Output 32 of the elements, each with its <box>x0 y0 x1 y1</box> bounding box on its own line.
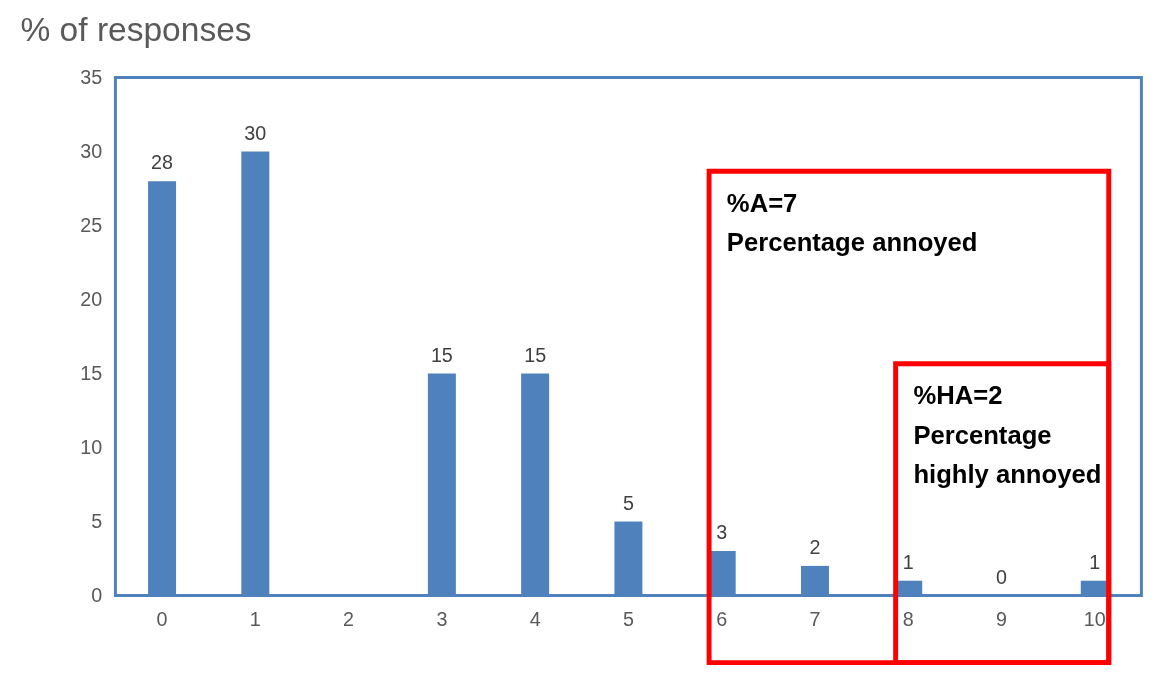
x-tick-label: 9 <box>996 607 1008 630</box>
x-tick-label: 2 <box>343 607 355 630</box>
data-label: 1 <box>1089 550 1101 573</box>
data-label: 15 <box>430 343 453 366</box>
x-tick-label: 5 <box>622 607 634 630</box>
data-label: 30 <box>244 121 267 144</box>
x-tick-label: 10 <box>1083 607 1106 630</box>
x-tick-label: 0 <box>156 607 168 630</box>
data-label: 5 <box>622 491 634 514</box>
y-tick-label: 15 <box>80 361 103 384</box>
x-tick-label: 8 <box>902 607 914 630</box>
annotation: %HA=2 Percentage highly annoyed <box>913 381 1102 489</box>
y-tick-label: 35 <box>80 66 103 88</box>
x-tick-label: 6 <box>716 607 728 630</box>
data-label: 1 <box>902 550 914 573</box>
data-label: 2 <box>809 536 821 559</box>
y-tick-label: 5 <box>91 509 103 532</box>
data-label: 0 <box>996 565 1008 588</box>
data-label: 3 <box>716 521 728 544</box>
y-tick-label: 20 <box>80 287 103 310</box>
chart-title: % of responses <box>20 11 252 49</box>
y-tick-label: 0 <box>91 583 103 606</box>
x-tick-label: 4 <box>529 607 541 630</box>
x-tick-label: 1 <box>249 607 261 630</box>
data-label: 15 <box>524 343 547 366</box>
x-tick-label: 3 <box>436 607 448 630</box>
y-tick-label: 30 <box>80 139 103 162</box>
x-tick-label: 7 <box>809 607 821 630</box>
data-label: 28 <box>151 151 174 174</box>
annotation: %A=7 Percentage annoyed <box>726 188 978 257</box>
y-tick-label: 10 <box>80 435 103 458</box>
y-tick-label: 25 <box>80 213 103 236</box>
